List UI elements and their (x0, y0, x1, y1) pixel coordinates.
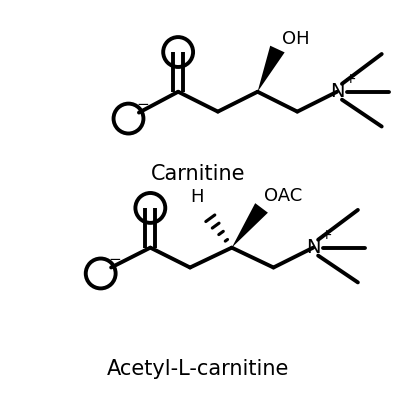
Text: Acetyl-L-carnitine: Acetyl-L-carnitine (107, 359, 289, 379)
Polygon shape (232, 203, 268, 248)
Text: OAC: OAC (264, 187, 303, 205)
Text: H: H (190, 188, 204, 206)
Text: +: + (344, 72, 356, 86)
Text: +: + (320, 228, 332, 242)
Text: OH: OH (282, 30, 309, 48)
Text: Carnitine: Carnitine (151, 164, 245, 185)
Text: N: N (306, 238, 320, 257)
Text: −: − (108, 252, 121, 267)
Text: −: − (136, 97, 149, 112)
Text: N: N (330, 82, 344, 101)
Polygon shape (257, 46, 285, 92)
